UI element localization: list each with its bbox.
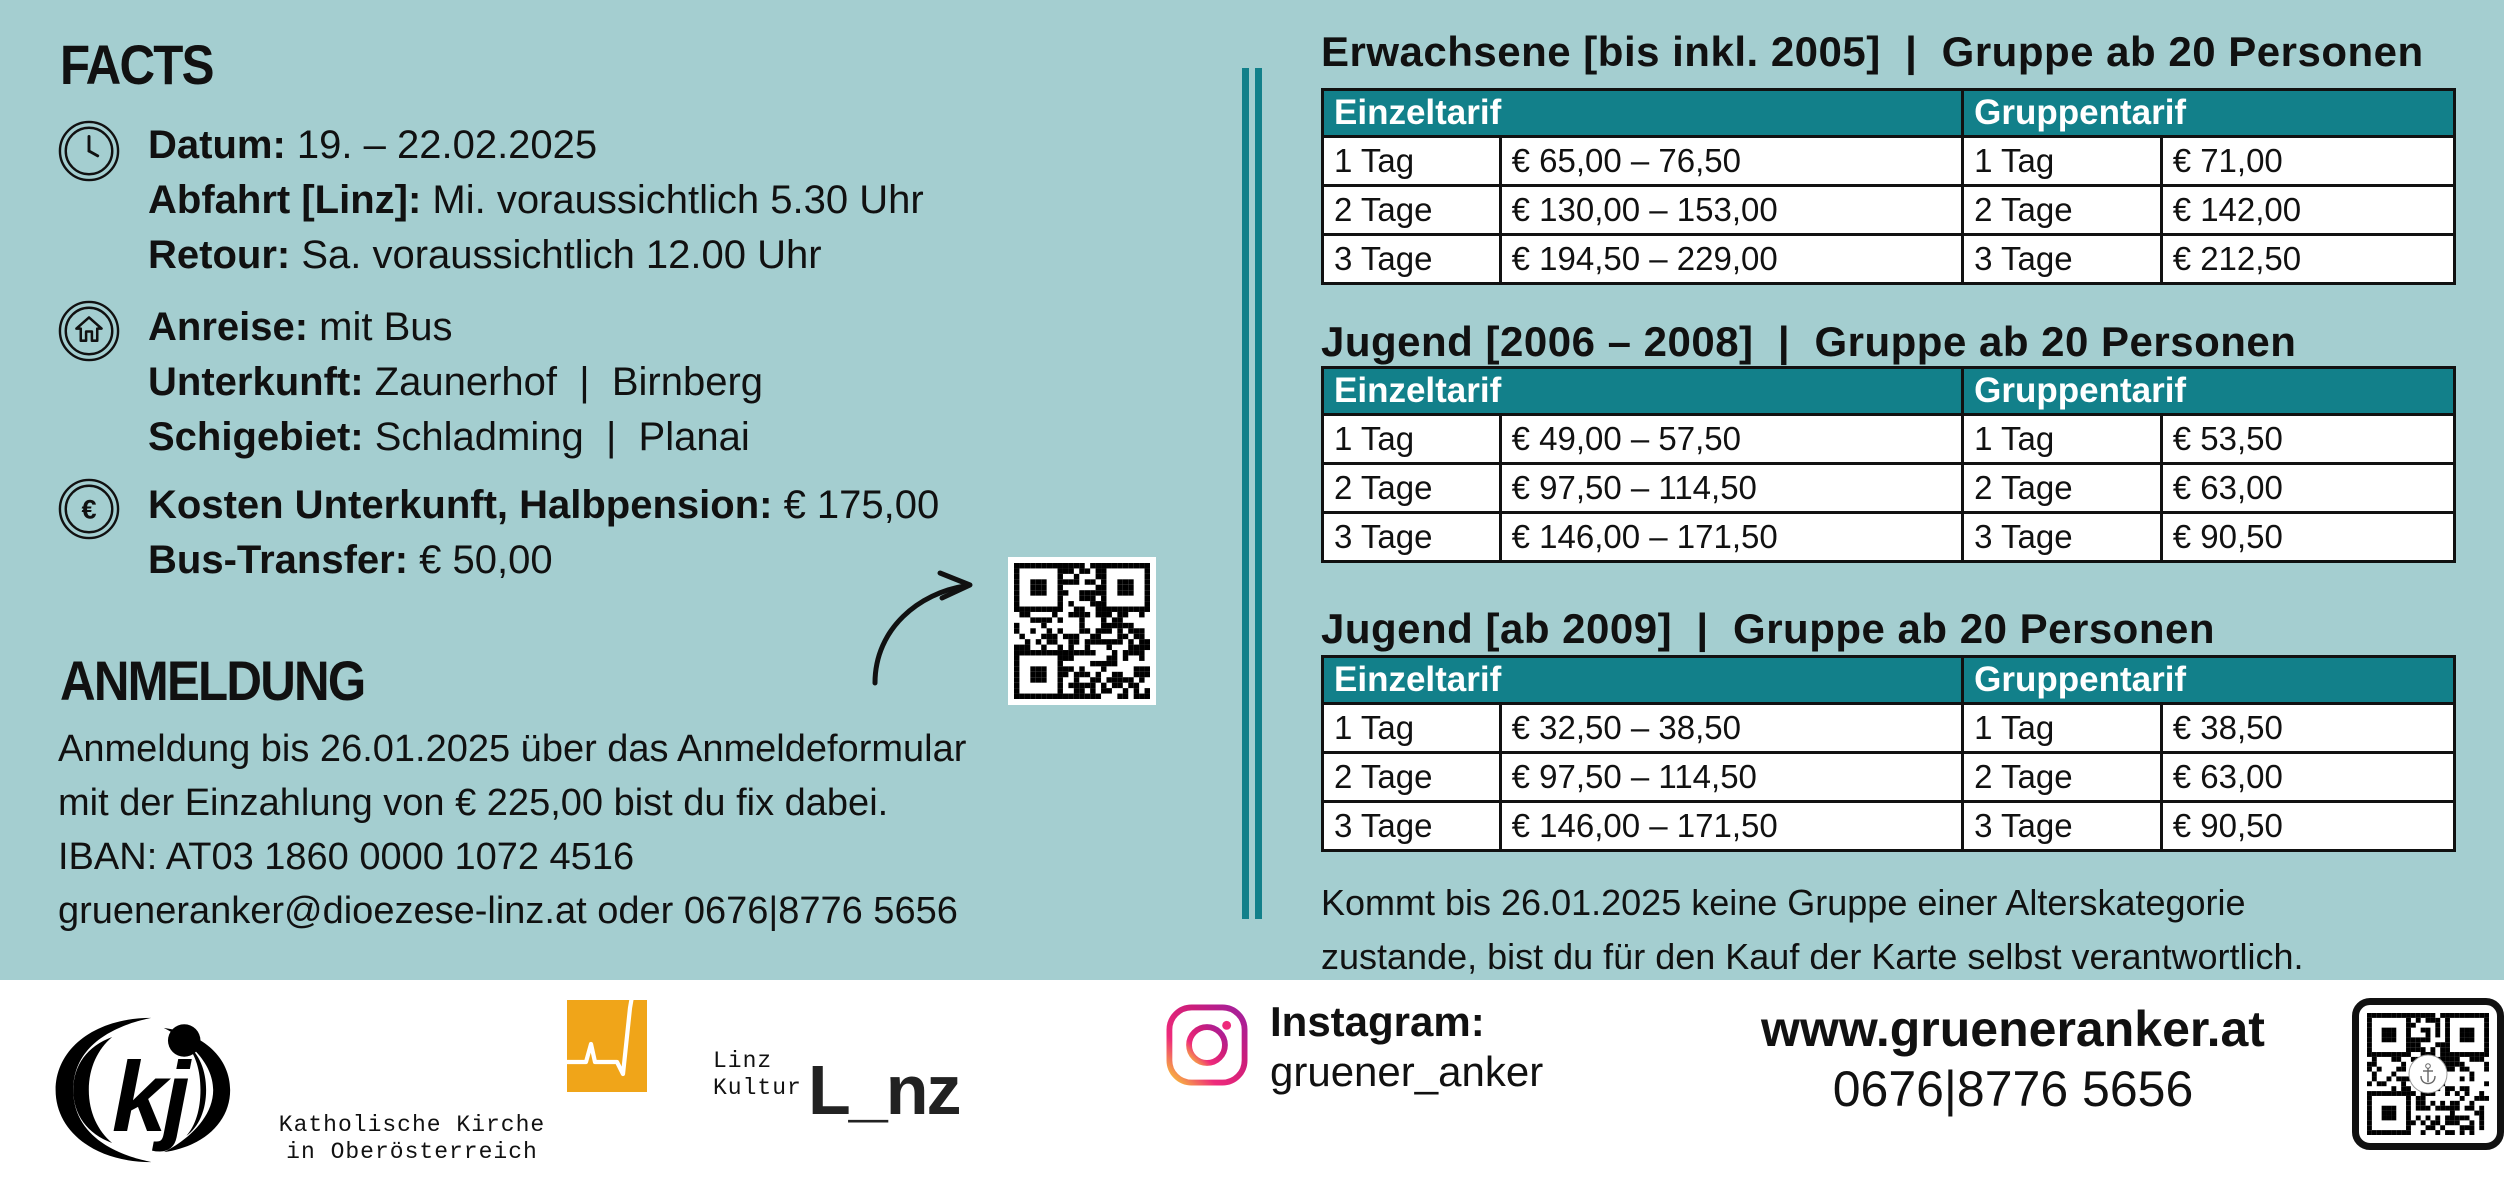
svg-text:€: €	[81, 494, 96, 525]
svg-text:kj: kj	[112, 1041, 193, 1152]
